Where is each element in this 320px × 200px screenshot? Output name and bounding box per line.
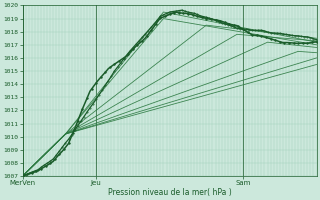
X-axis label: Pression niveau de la mer( hPa ): Pression niveau de la mer( hPa ) (108, 188, 231, 197)
